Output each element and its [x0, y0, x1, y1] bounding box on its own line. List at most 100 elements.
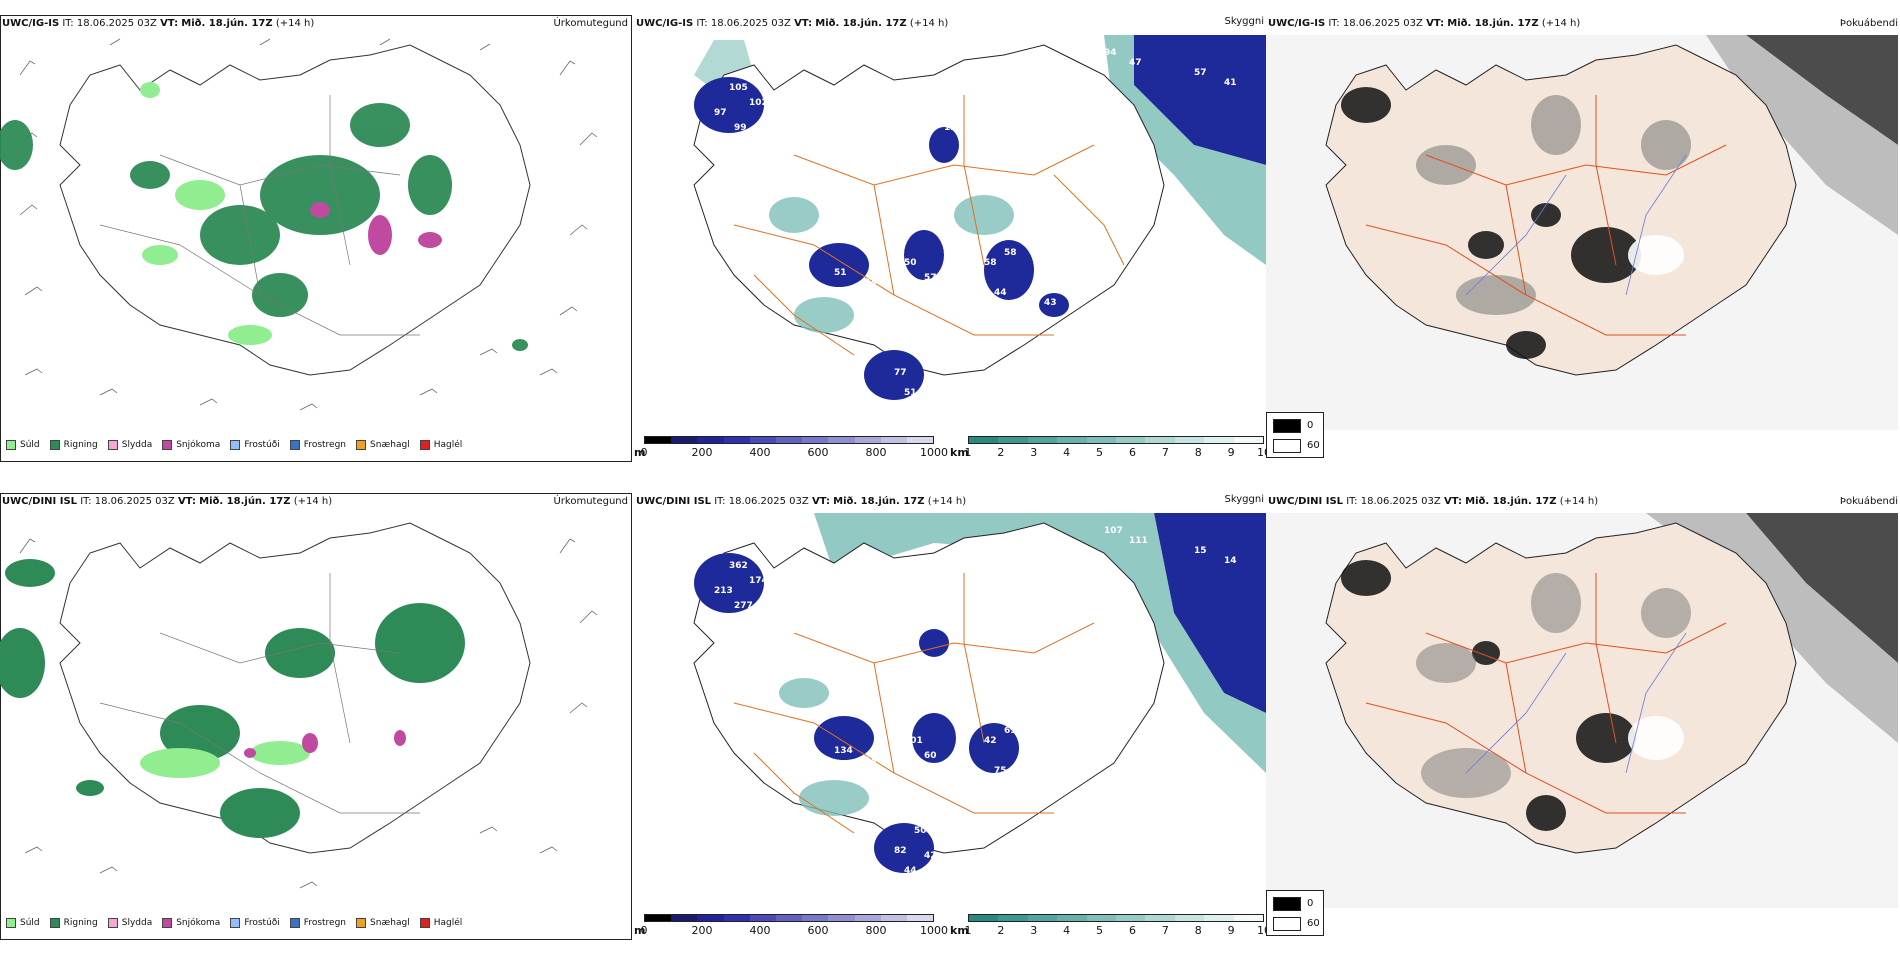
fog-gray-areas: [1416, 95, 1691, 315]
colorbar-segment: [697, 915, 724, 921]
visibility-value-label: 77: [894, 368, 907, 378]
colorbar-tick-label: 1: [964, 446, 972, 459]
precip-legend: Súld Rigning Slydda Snjókoma Frostúði Fr…: [6, 437, 462, 453]
visibility-value-label: 99: [734, 123, 747, 133]
colorbar-segment: [645, 437, 672, 443]
colorbar-tick-label: 8: [1194, 446, 1202, 459]
visibility-colorbar: km 1 2 3 4 5 6 7 8 9 10: [950, 436, 1271, 462]
visibility-value-label: 105: [729, 83, 748, 93]
precip-map[interactable]: [0, 35, 632, 430]
visibility-value-label: 31: [774, 676, 787, 686]
colorbar-tick-label: 400: [749, 924, 771, 937]
colorbar-segment: [969, 915, 999, 921]
cloud-base-unit: m: [634, 924, 646, 937]
visibility-map[interactable]: 105 102 97 99 27 127 20 41 83 37 50 51 63 57 142 58 58 44…: [634, 35, 1266, 430]
colorbar-tick-label: 400: [749, 446, 771, 459]
legend-item: Snjókoma: [162, 440, 220, 450]
panel-header: UWC/IG-IS IT: 18.06.2025 03Z VT: Mið. 18…: [1268, 18, 1581, 29]
colorbar-segment: [697, 437, 724, 443]
panel-title: Úrkomutegund: [553, 18, 628, 29]
road-network: [1365, 573, 1727, 814]
colorbar-segment: [998, 437, 1028, 443]
colorbar-segment: [723, 437, 750, 443]
visibility-value-label: 27: [764, 128, 777, 138]
visibility-value-label: 50: [904, 258, 917, 268]
iceland-outline: [693, 44, 1165, 376]
colorbar-tick-label: 5: [1096, 446, 1104, 459]
colorbar-tick-label: 0: [640, 924, 648, 937]
cloud-base-bar: [644, 914, 934, 922]
visibility-value-label: 102: [749, 98, 768, 108]
precip-type-panel: UWC/DINI ISL IT: 18.06.2025 03Z VT: Mið.…: [0, 478, 634, 953]
visibility-value-label: 57: [884, 338, 897, 348]
iceland-outline: [693, 522, 1165, 854]
visibility-value-label: 57: [1194, 68, 1207, 78]
iceland-fog-svg: [1266, 35, 1898, 430]
visibility-value-label: 54: [924, 373, 937, 383]
colorbar-segment: [1204, 437, 1234, 443]
colorbar-segment: [645, 915, 672, 921]
visibility-value-label: 50: [944, 398, 957, 408]
offshore-low-vis: [814, 513, 1266, 773]
visibility-value-label: 104: [884, 706, 903, 716]
colorbar-segment: [1204, 915, 1234, 921]
visibility-value-label: 97: [714, 108, 727, 118]
cloud-base-unit: m: [634, 446, 646, 459]
visibility-value-label: 53: [1114, 581, 1127, 591]
visibility-value-label: 213: [714, 586, 733, 596]
visibility-value-label: 35: [1114, 103, 1127, 113]
visibility-value-label: 42: [784, 626, 797, 636]
legend-swatch: [49, 918, 60, 928]
colorbar-tick-label: 5: [1096, 924, 1104, 937]
colorbar-tick-label: 4: [1063, 446, 1071, 459]
fog-map[interactable]: [1266, 513, 1898, 908]
visibility-map[interactable]: 362 174 213 277 135 131 133 116 143 104 101 134 134 6…: [634, 513, 1266, 908]
river-network: [1465, 632, 1687, 774]
visibility-value-label: 143: [844, 691, 863, 701]
wind-barbs: [19, 38, 598, 411]
visibility-value-label: 41: [1224, 78, 1237, 88]
visibility-value-label: 43: [1084, 581, 1097, 591]
colorbar-tick-label: 800: [865, 924, 887, 937]
fog-legend-dark-label: 0: [1307, 420, 1314, 431]
visibility-value-label: 44: [994, 288, 1007, 298]
colorbar-segment: [1145, 915, 1175, 921]
precip-map[interactable]: [0, 513, 632, 908]
colorbar-segment: [969, 437, 999, 443]
panel-title: Skyggni: [1224, 494, 1264, 505]
legend-item: Snæhagl: [356, 440, 410, 450]
visibility-bar: [968, 436, 1264, 444]
colorbar-segment: [1086, 437, 1117, 443]
fog-map[interactable]: [1266, 35, 1898, 430]
visibility-value-label: 43: [1044, 298, 1057, 308]
legend-swatch: [289, 440, 300, 450]
visibility-value-label: 38: [884, 816, 897, 826]
precip-type-panel: UWC/IG-IS IT: 18.06.2025 03Z VT: Mið. 18…: [0, 0, 634, 475]
panel-title: Þokuábendi: [1839, 18, 1898, 29]
visibility-value-label: 134: [864, 756, 883, 766]
legend-item: Rigning: [49, 918, 98, 928]
visibility-value-label: 142: [954, 278, 973, 288]
visibility-value-label: 37: [884, 228, 897, 238]
colorbar-tick-label: 7: [1161, 446, 1169, 459]
fog-legend-dark-swatch: [1273, 419, 1301, 433]
visibility-value-label: 60: [924, 751, 937, 761]
visibility-value-label: 15: [1194, 546, 1207, 556]
visibility-value-label: 50: [914, 826, 927, 836]
colorbar-tick-label: 200: [691, 924, 713, 937]
iceland-precip-svg: [0, 38, 598, 411]
colorbar-tick-label: 2: [997, 924, 1005, 937]
colorbar-tick-label: 9: [1227, 924, 1235, 937]
colorbar-segment: [828, 915, 855, 921]
legend-item: Frostregn: [289, 918, 346, 928]
visibility-value-label: 51: [834, 268, 847, 278]
colorbar-segment: [880, 915, 907, 921]
panel-title: Úrkomutegund: [553, 496, 628, 507]
visibility-value-label: 107: [1104, 526, 1123, 536]
visibility-value-label: 94: [1104, 48, 1117, 58]
colorbar-segment: [1174, 915, 1205, 921]
legend-item: Snæhagl: [356, 918, 410, 928]
colorbar-tick-label: 2: [997, 446, 1005, 459]
visibility-value-label: 75: [994, 766, 1007, 776]
visibility-value-label: 362: [729, 561, 748, 571]
